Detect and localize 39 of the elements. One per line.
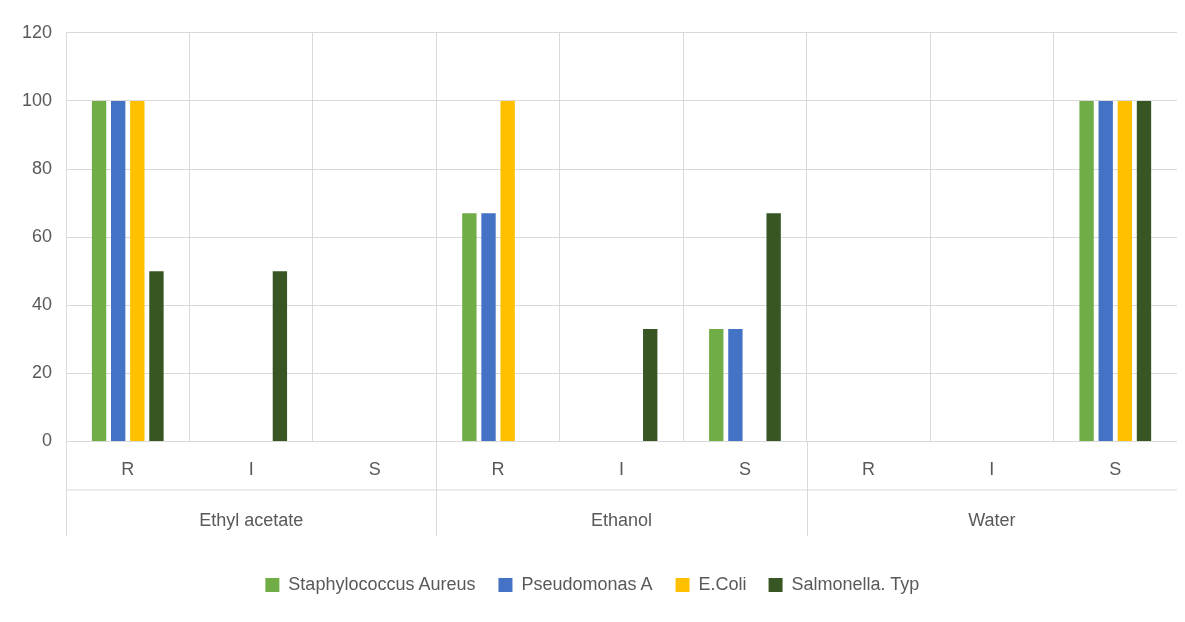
bar bbox=[130, 100, 145, 441]
legend-label: Pseudomonas A bbox=[521, 573, 653, 594]
bar bbox=[1117, 100, 1133, 441]
bar bbox=[272, 271, 288, 441]
bar bbox=[500, 100, 515, 441]
bar bbox=[728, 329, 743, 441]
bar bbox=[462, 213, 477, 441]
bar bbox=[1098, 100, 1113, 441]
bar bbox=[1136, 100, 1152, 441]
bar bbox=[91, 100, 107, 441]
x-tick-label: I bbox=[989, 459, 995, 480]
x-tick-label: I bbox=[619, 459, 625, 480]
y-tick-label: 40 bbox=[32, 294, 53, 315]
y-tick-label: 20 bbox=[32, 362, 53, 383]
y-tick-label: 60 bbox=[32, 226, 53, 247]
y-tick-label: 0 bbox=[42, 430, 53, 451]
x-tick-label: R bbox=[861, 459, 875, 480]
bar bbox=[149, 271, 164, 441]
legend-label: Salmonella. Typ bbox=[791, 573, 920, 594]
x-tick-label: S bbox=[738, 459, 751, 480]
x-tick-label: R bbox=[491, 459, 505, 480]
y-tick-label: 120 bbox=[21, 21, 53, 42]
bar bbox=[709, 329, 724, 441]
x-tick-label: I bbox=[248, 459, 254, 480]
legend-label: E.Coli bbox=[698, 573, 747, 594]
x-tick-label: S bbox=[1109, 459, 1122, 480]
bar bbox=[481, 213, 496, 441]
text: Water bbox=[968, 510, 1016, 531]
bar bbox=[111, 100, 126, 441]
bar bbox=[643, 329, 658, 441]
legend-label: Staphylococcus Aureus bbox=[288, 573, 476, 594]
x-tick-label: S bbox=[368, 459, 381, 480]
bar bbox=[1079, 100, 1094, 441]
bar bbox=[766, 213, 781, 441]
text: Ethyl acetate bbox=[199, 510, 304, 531]
x-tick-label: R bbox=[121, 459, 135, 480]
y-tick-label: 100 bbox=[21, 89, 53, 110]
y-tick-label: 80 bbox=[32, 157, 53, 178]
text: Ethanol bbox=[590, 510, 653, 531]
